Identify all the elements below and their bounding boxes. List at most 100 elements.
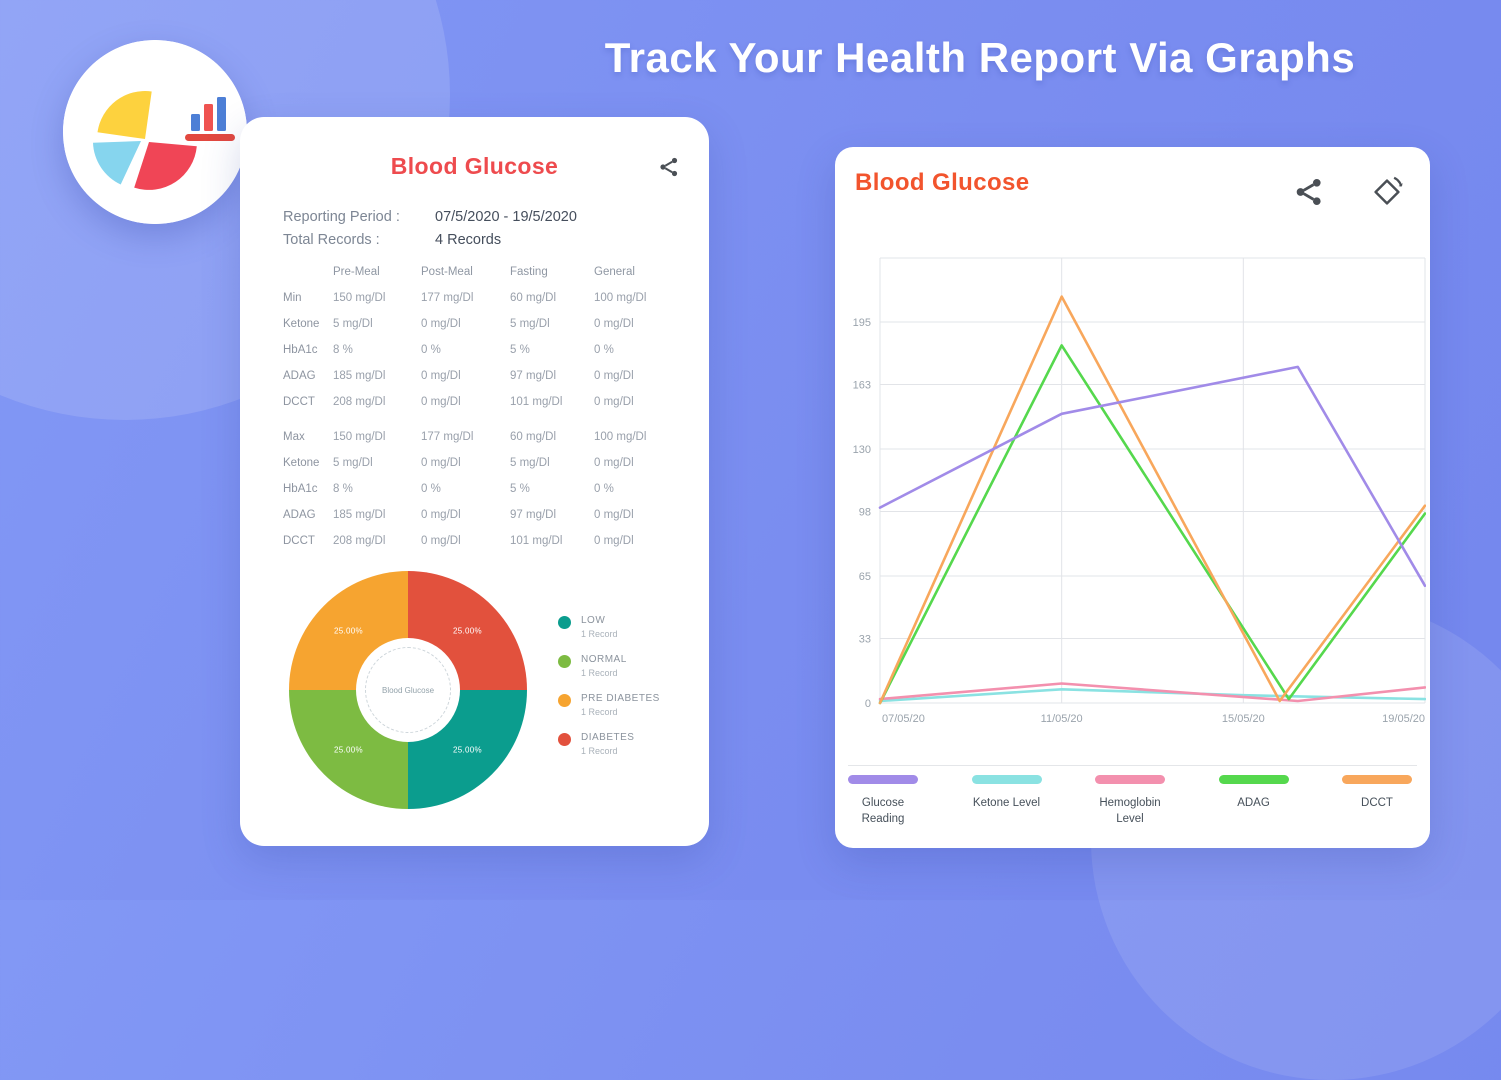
stats-cell: 0 % [421, 344, 441, 356]
stats-cell: 208 mg/Dl [333, 396, 386, 408]
stats-cell: 0 % [421, 483, 441, 495]
donut-legend-count: 1 Record [581, 707, 618, 717]
x-axis-tick-label: 11/05/20 [1041, 713, 1083, 725]
report-meta: Reporting Period : 07/5/2020 - 19/5/2020… [283, 209, 577, 255]
stats-column-header: General [594, 266, 635, 278]
stats-cell: 5 mg/Dl [333, 457, 373, 469]
stats-cell: 5 % [510, 344, 530, 356]
blood-glucose-graph-card: Blood Glucose 0 33 65 98 130 163 195 07 [835, 147, 1430, 848]
x-axis-tick-label: 19/05/20 [1382, 713, 1425, 725]
stats-cell: 101 mg/Dl [510, 396, 563, 408]
share-icon[interactable] [1292, 173, 1326, 211]
stats-cell: 177 mg/Dl [421, 431, 474, 443]
stats-cell: 0 % [594, 483, 614, 495]
stats-column-header: Post-Meal [421, 266, 473, 278]
donut-legend: LOW 1 Record NORMAL 1 Record PRE DIABETES 1 R… [558, 615, 660, 756]
stats-column-header: Fasting [510, 266, 548, 278]
stats-cell: 8 % [333, 483, 353, 495]
donut-legend-count: 1 Record [581, 629, 618, 639]
stats-cell: 0 mg/Dl [421, 370, 461, 382]
stats-row-label: DCCT [283, 535, 315, 547]
donut-center-ring: Blood Glucose [365, 647, 451, 733]
donut-legend-text: PRE DIABETES 1 Record [581, 693, 660, 717]
stats-cell: 100 mg/Dl [594, 431, 647, 443]
stats-row-label: Ketone [283, 457, 320, 469]
stats-row: Max 150 mg/Dl 177 mg/Dl 60 mg/Dl 100 mg/Dl [283, 424, 674, 450]
donut-legend-item: PRE DIABETES 1 Record [558, 693, 660, 717]
total-records-value: 4 Records [435, 232, 502, 248]
donut-legend-label: NORMAL [581, 654, 627, 665]
donut-legend-label: DIABETES [581, 732, 635, 743]
series-line-hemoglobin-level [878, 682, 1426, 703]
stats-cell: 0 mg/Dl [594, 318, 634, 330]
chart-legend-item[interactable]: ADAG [1216, 775, 1292, 811]
donut-legend-text: DIABETES 1 Record [581, 732, 634, 756]
rotate-icon[interactable] [1368, 173, 1406, 211]
legend-divider [848, 765, 1417, 766]
y-axis-tick-label: 130 [853, 444, 871, 456]
graph-card-actions [1292, 173, 1406, 211]
stats-row-label: Min [283, 292, 302, 304]
stats-cell: 8 % [333, 344, 353, 356]
legend-color-dot [558, 694, 571, 707]
donut-percent-label: 25.00% [453, 745, 482, 754]
stats-cell: 0 mg/Dl [594, 457, 634, 469]
stats-row: HbA1c 8 % 0 % 5 % 0 % [283, 337, 674, 363]
chart-legend-item[interactable]: Hemoglobin Level [1092, 775, 1168, 827]
series-line-glucose-reading [878, 365, 1426, 588]
stats-cell: 0 mg/Dl [594, 509, 634, 521]
donut-legend-label: PRE DIABETES [581, 693, 660, 704]
stats-cell: 150 mg/Dl [333, 431, 386, 443]
stats-cell: 0 mg/Dl [421, 535, 461, 547]
chart-legend-item[interactable]: Glucose Reading [845, 775, 921, 827]
chart-legend-label: Hemoglobin Level [1099, 797, 1161, 826]
legend-color-bar [1095, 775, 1165, 784]
y-axis-tick-label: 195 [853, 317, 871, 329]
reporting-period-row: Reporting Period : 07/5/2020 - 19/5/2020 [283, 209, 577, 225]
stats-cell: 0 mg/Dl [421, 318, 461, 330]
chart-legend-item[interactable]: DCCT [1339, 775, 1415, 811]
stats-row-label: Ketone [283, 318, 320, 330]
chart-legend-item[interactable]: Ketone Level [969, 775, 1045, 811]
donut-legend-text: LOW 1 Record [581, 615, 618, 639]
stats-cell: 0 mg/Dl [594, 535, 634, 547]
reporting-period-value: 07/5/2020 - 19/5/2020 [435, 209, 577, 225]
stats-cell: 60 mg/Dl [510, 292, 557, 304]
donut-legend-count: 1 Record [581, 668, 618, 678]
chart-gridlines [879, 257, 1426, 704]
donut-legend-label: LOW [581, 615, 606, 626]
stats-row: Min 150 mg/Dl 177 mg/Dl 60 mg/Dl 100 mg/Dl [283, 285, 674, 311]
share-icon[interactable] [657, 155, 681, 179]
y-axis-tick-label: 33 [859, 634, 871, 646]
stats-cell: 0 % [594, 344, 614, 356]
stats-row-label: ADAG [283, 509, 316, 521]
legend-color-bar [1342, 775, 1412, 784]
stats-cell: 185 mg/Dl [333, 509, 386, 521]
stats-cell: 5 mg/Dl [510, 457, 550, 469]
chart-legend-label: Glucose Reading [861, 797, 905, 826]
stats-row: Ketone 5 mg/Dl 0 mg/Dl 5 mg/Dl 0 mg/Dl [283, 311, 674, 337]
stats-cell: 101 mg/Dl [510, 535, 563, 547]
chart-legend-label: Ketone Level [972, 797, 1041, 809]
stats-table: Pre-Meal Post-Meal Fasting General Min 150 mg… [283, 259, 674, 554]
total-records-label: Total Records : [283, 232, 380, 248]
legend-color-bar [1218, 775, 1289, 784]
stats-cell: 150 mg/Dl [333, 292, 386, 304]
total-records-row: Total Records : 4 Records [283, 232, 577, 248]
y-axis-tick-label: 163 [853, 380, 871, 392]
stats-cell: 208 mg/Dl [333, 535, 386, 547]
stats-row: HbA1c 8 % 0 % 5 % 0 % [283, 476, 674, 502]
stats-cell: 97 mg/Dl [510, 370, 557, 382]
stats-cell: 0 mg/Dl [594, 396, 634, 408]
y-axis-tick-label: 98 [859, 507, 871, 519]
stats-table-header-row: Pre-Meal Post-Meal Fasting General [283, 259, 674, 285]
chart-legend: Glucose Reading Ketone Level Hemoglobin Le… [835, 147, 1430, 848]
legend-color-bar [971, 775, 1042, 784]
chart-legend-label: ADAG [1237, 797, 1270, 809]
x-axis-tick-label: 15/05/20 [1222, 713, 1265, 725]
stats-cell: 0 mg/Dl [421, 396, 461, 408]
stats-row-label: HbA1c [283, 344, 318, 356]
stats-row: DCCT 208 mg/Dl 0 mg/Dl 101 mg/Dl 0 mg/Dl [283, 389, 674, 415]
stats-cell: 0 mg/Dl [594, 370, 634, 382]
stats-cell: 60 mg/Dl [510, 431, 557, 443]
